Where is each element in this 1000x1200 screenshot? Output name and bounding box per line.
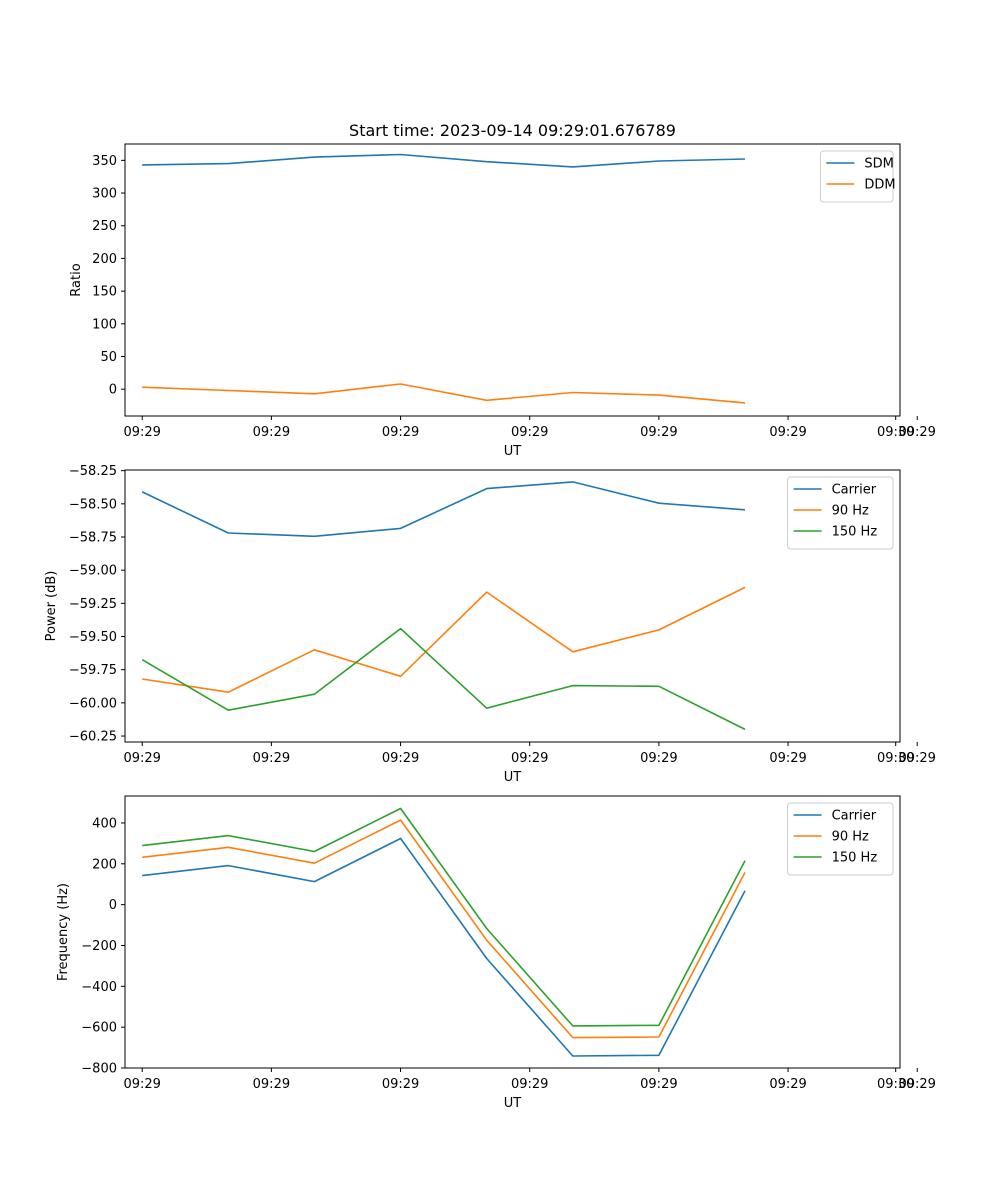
frequency-x-tick-label: 09:29 xyxy=(382,1077,419,1092)
frequency-x-tick-label: 09:30 xyxy=(877,1077,914,1092)
ratio-series-ddm xyxy=(142,383,746,404)
frequency-y-tick-label: −200 xyxy=(81,939,117,954)
frequency-x-tick-label: 09:29 xyxy=(769,1077,806,1092)
ratio-axes-frame xyxy=(124,143,901,417)
power-x-tick-label: 09:29 xyxy=(898,751,935,766)
frequency-y-tick-label: −800 xyxy=(81,1062,117,1077)
power-y-tick-label: −58.25 xyxy=(69,464,117,479)
power-x-tick-label: 09:29 xyxy=(382,751,419,766)
power-axes-frame xyxy=(124,469,901,743)
ratio-y-tick-label: 50 xyxy=(100,350,117,365)
power-x-tick-label: 09:30 xyxy=(877,751,914,766)
frequency-y-tick-label: −600 xyxy=(81,1021,117,1036)
frequency-y-tick-label: −400 xyxy=(81,980,117,995)
ratio-x-tick-label: 09:29 xyxy=(640,425,677,440)
ratio-x-tick-label: 09:29 xyxy=(123,425,160,440)
ratio-x-tick-label: 09:29 xyxy=(898,425,935,440)
frequency-y-tick-label: 400 xyxy=(92,816,117,831)
power-y-tick-label: −58.75 xyxy=(69,531,117,546)
power-x-tick-label: 09:29 xyxy=(123,751,160,766)
frequency-series-carrier xyxy=(142,837,746,1057)
power-x-tick-label: 09:29 xyxy=(769,751,806,766)
power-series-90-hz xyxy=(142,586,746,694)
power-panel: 09:29 09:29 09:29 09:29 09:29 09:29 09:2909:30… xyxy=(44,464,936,785)
ratio-y-tick-label: 250 xyxy=(92,219,117,234)
power-legend-label: 150 Hz xyxy=(832,525,878,540)
frequency-y-tick-label: 0 xyxy=(109,898,117,913)
frequency-x-tick-label: 09:29 xyxy=(640,1077,677,1092)
power-series-carrier xyxy=(141,481,746,538)
power-x-axis-label: UT xyxy=(504,770,522,785)
ratio-panel: 09:29 09:29 09:29 09:29 09:29 09:29 09:2909:30… xyxy=(69,143,936,459)
frequency-y-axis-label: Frequency (Hz) xyxy=(56,883,71,981)
frequency-x-tick-label: 09:29 xyxy=(511,1077,548,1092)
frequency-x-tick-label: 09:29 xyxy=(253,1077,290,1092)
ratio-series-sdm xyxy=(142,153,746,168)
power-y-tick-label: −59.00 xyxy=(69,564,117,579)
ratio-x-axis-label: UT xyxy=(504,444,522,459)
ratio-legend-label: DDM xyxy=(864,178,895,193)
power-y-tick-label: −59.75 xyxy=(69,663,117,678)
frequency-legend-label: 90 Hz xyxy=(832,830,869,845)
power-legend-label: Carrier xyxy=(832,483,877,498)
frequency-x-tick-label: 09:29 xyxy=(898,1077,935,1092)
figure-title: Start time: 2023-09-14 09:29:01.676789 xyxy=(349,121,676,140)
frequency-series-90-hz xyxy=(142,819,746,1039)
power-series-150-hz xyxy=(141,627,746,731)
power-y-axis-label: Power (dB) xyxy=(44,571,59,642)
ratio-x-tick-label: 09:29 xyxy=(382,425,419,440)
power-y-tick-label: −59.50 xyxy=(69,630,117,645)
power-x-tick-label: 09:29 xyxy=(511,751,548,766)
ratio-x-tick-label: 09:29 xyxy=(511,425,548,440)
power-y-tick-label: −58.50 xyxy=(69,497,117,512)
power-x-tick-label: 09:29 xyxy=(640,751,677,766)
frequency-axes-frame xyxy=(124,795,901,1069)
frequency-x-tick-label: 09:29 xyxy=(123,1077,160,1092)
ratio-y-axis-label: Ratio xyxy=(69,263,84,296)
ratio-y-tick-label: 300 xyxy=(92,187,117,202)
ratio-x-tick-label: 09:30 xyxy=(877,425,914,440)
frequency-legend-label: 150 Hz xyxy=(832,851,878,866)
ratio-y-tick-label: 200 xyxy=(92,252,117,267)
ratio-x-tick-label: 09:29 xyxy=(253,425,290,440)
power-y-tick-label: −60.00 xyxy=(69,696,117,711)
power-y-tick-label: −59.25 xyxy=(69,597,117,612)
frequency-legend-label: Carrier xyxy=(832,809,877,824)
frequency-panel: 09:29 09:29 09:29 09:29 09:29 09:29 09:2909:30… xyxy=(56,795,936,1111)
frequency-y-tick-label: 200 xyxy=(92,857,117,872)
power-y-tick-label: −60.25 xyxy=(69,730,117,745)
ratio-y-tick-label: 0 xyxy=(109,383,117,398)
power-legend-label: 90 Hz xyxy=(832,504,869,519)
ratio-y-tick-label: 350 xyxy=(92,154,117,169)
ratio-y-tick-label: 150 xyxy=(92,285,117,300)
ratio-x-tick-label: 09:29 xyxy=(769,425,806,440)
ratio-legend-label: SDM xyxy=(864,157,893,172)
frequency-series-150-hz xyxy=(142,807,746,1027)
power-x-tick-label: 09:29 xyxy=(253,751,290,766)
ratio-y-tick-label: 100 xyxy=(92,317,117,332)
frequency-x-axis-label: UT xyxy=(504,1096,522,1111)
